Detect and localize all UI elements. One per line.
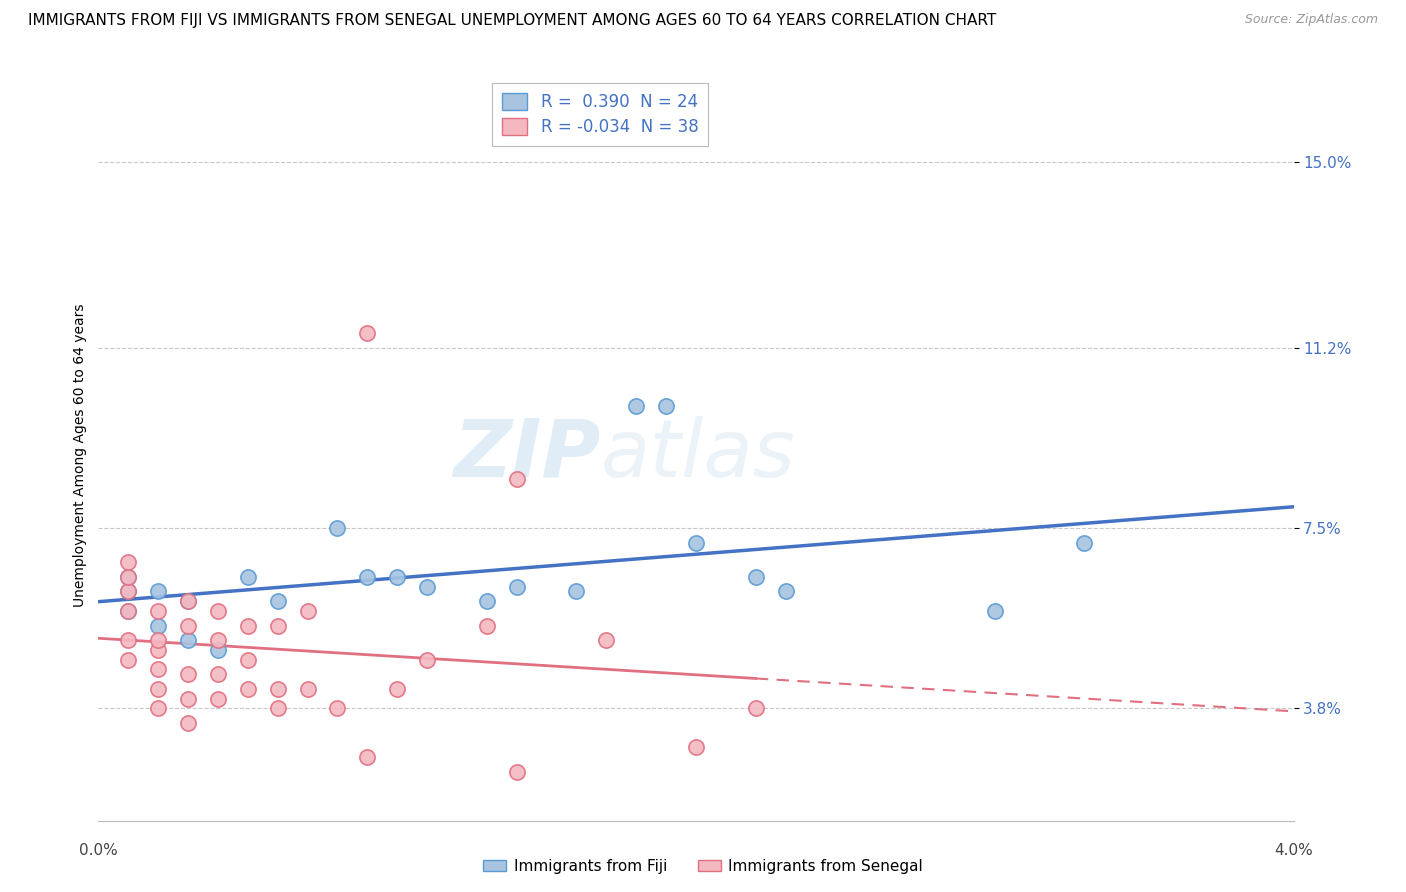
Point [207,691,229,706]
Y-axis label: Unemployment Among Ages 60 to 64 years: Unemployment Among Ages 60 to 64 years [73,303,87,607]
Point [148,643,170,657]
Point [267,594,290,608]
Point [148,618,170,632]
Point [626,399,648,413]
Point [326,521,349,535]
Point [506,472,529,486]
Point [506,764,529,779]
Point [117,604,139,618]
Point [148,604,170,618]
Text: 0.0%: 0.0% [79,843,118,858]
Point [745,701,768,715]
Point [117,555,139,569]
Text: atlas: atlas [600,416,796,494]
Legend: R =  0.390  N = 24, R = -0.034  N = 38: R = 0.390 N = 24, R = -0.034 N = 38 [492,83,709,146]
Point [267,681,290,696]
Point [117,584,139,599]
Point [177,667,200,681]
Point [177,594,200,608]
Point [117,570,139,584]
Point [148,701,170,715]
Point [207,667,229,681]
Point [148,663,170,677]
Point [148,681,170,696]
Point [595,633,617,648]
Point [267,618,290,632]
Text: Source: ZipAtlas.com: Source: ZipAtlas.com [1244,13,1378,27]
Point [117,584,139,599]
Point [117,604,139,618]
Point [297,681,319,696]
Point [177,618,200,632]
Point [326,701,349,715]
Point [117,570,139,584]
Point [775,584,797,599]
Point [267,701,290,715]
Point [416,653,439,667]
Point [148,633,170,648]
Point [416,580,439,594]
Point [984,604,1007,618]
Point [475,594,498,608]
Text: IMMIGRANTS FROM FIJI VS IMMIGRANTS FROM SENEGAL UNEMPLOYMENT AMONG AGES 60 TO 64: IMMIGRANTS FROM FIJI VS IMMIGRANTS FROM … [28,13,997,29]
Point [177,716,200,731]
Point [148,584,170,599]
Point [685,740,707,755]
Point [356,750,378,764]
Point [207,633,229,648]
Point [655,399,678,413]
Point [177,633,200,648]
Point [177,594,200,608]
Point [236,618,259,632]
Point [565,584,588,599]
Point [745,570,768,584]
Point [685,535,707,549]
Point [236,681,259,696]
Point [207,604,229,618]
Legend: Immigrants from Fiji, Immigrants from Senegal: Immigrants from Fiji, Immigrants from Se… [477,853,929,880]
Point [356,326,378,340]
Point [177,691,200,706]
Point [207,643,229,657]
Point [236,570,259,584]
Point [117,653,139,667]
Point [1073,535,1095,549]
Point [385,681,409,696]
Point [297,604,319,618]
Point [117,633,139,648]
Point [475,618,498,632]
Point [356,570,378,584]
Point [236,653,259,667]
Text: ZIP: ZIP [453,416,600,494]
Point [506,580,529,594]
Text: 4.0%: 4.0% [1274,843,1313,858]
Point [385,570,409,584]
